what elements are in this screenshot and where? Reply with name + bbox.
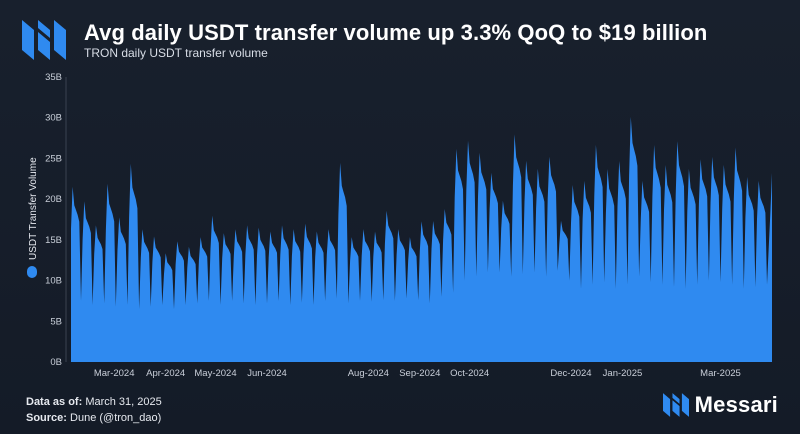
x-tick-label: Oct-2024 bbox=[450, 368, 489, 379]
y-axis-ticks: 0B 5B 10B 15B 20B 25B 30B 35B bbox=[45, 72, 62, 368]
messari-brand-icon bbox=[662, 393, 689, 417]
x-tick-label: Aug-2024 bbox=[348, 368, 389, 379]
y-axis-label: USDT Transfer Volume bbox=[28, 157, 39, 260]
x-tick-label: Mar-2024 bbox=[94, 368, 135, 379]
page-title: Avg daily USDT transfer volume up 3.3% Q… bbox=[84, 20, 708, 45]
brand-logo: Messari bbox=[662, 392, 778, 418]
page-subtitle: TRON daily USDT transfer volume bbox=[84, 46, 268, 60]
y-tick-label: 25B bbox=[45, 153, 62, 164]
source: Source: Dune (@tron_dao) bbox=[26, 412, 161, 424]
data-as-of: Data as of: March 31, 2025 bbox=[26, 396, 162, 408]
x-tick-label: Jun-2024 bbox=[247, 368, 287, 379]
y-tick-label: 20B bbox=[45, 194, 62, 205]
y-tick-label: 0B bbox=[50, 357, 62, 368]
x-tick-label: Apr-2024 bbox=[146, 368, 185, 379]
y-tick-label: 5B bbox=[50, 316, 62, 327]
x-tick-label: Mar-2025 bbox=[700, 368, 741, 379]
source-label: Source: bbox=[26, 412, 67, 424]
usdt-volume-area bbox=[71, 116, 772, 363]
y-tick-label: 30B bbox=[45, 113, 62, 124]
source-value: Dune (@tron_dao) bbox=[70, 412, 162, 424]
messari-logo-icon bbox=[22, 20, 66, 60]
x-axis-ticks: Mar-2024 Apr-2024 May-2024 Jun-2024 Aug-2024… bbox=[94, 368, 741, 379]
x-tick-label: Sep-2024 bbox=[399, 368, 440, 379]
data-as-of-label: Data as of: bbox=[26, 396, 83, 408]
y-tick-label: 10B bbox=[45, 276, 62, 287]
y-tick-label: 35B bbox=[45, 72, 62, 83]
data-as-of-value: March 31, 2025 bbox=[85, 396, 162, 408]
x-tick-label: Jan-2025 bbox=[603, 368, 643, 379]
legend-swatch bbox=[27, 266, 37, 278]
x-tick-label: Dec-2024 bbox=[550, 368, 591, 379]
y-tick-label: 15B bbox=[45, 235, 62, 246]
x-tick-label: May-2024 bbox=[194, 368, 236, 379]
brand-name: Messari bbox=[694, 392, 778, 417]
chart-legend: USDT Transfer Volume bbox=[27, 157, 39, 278]
